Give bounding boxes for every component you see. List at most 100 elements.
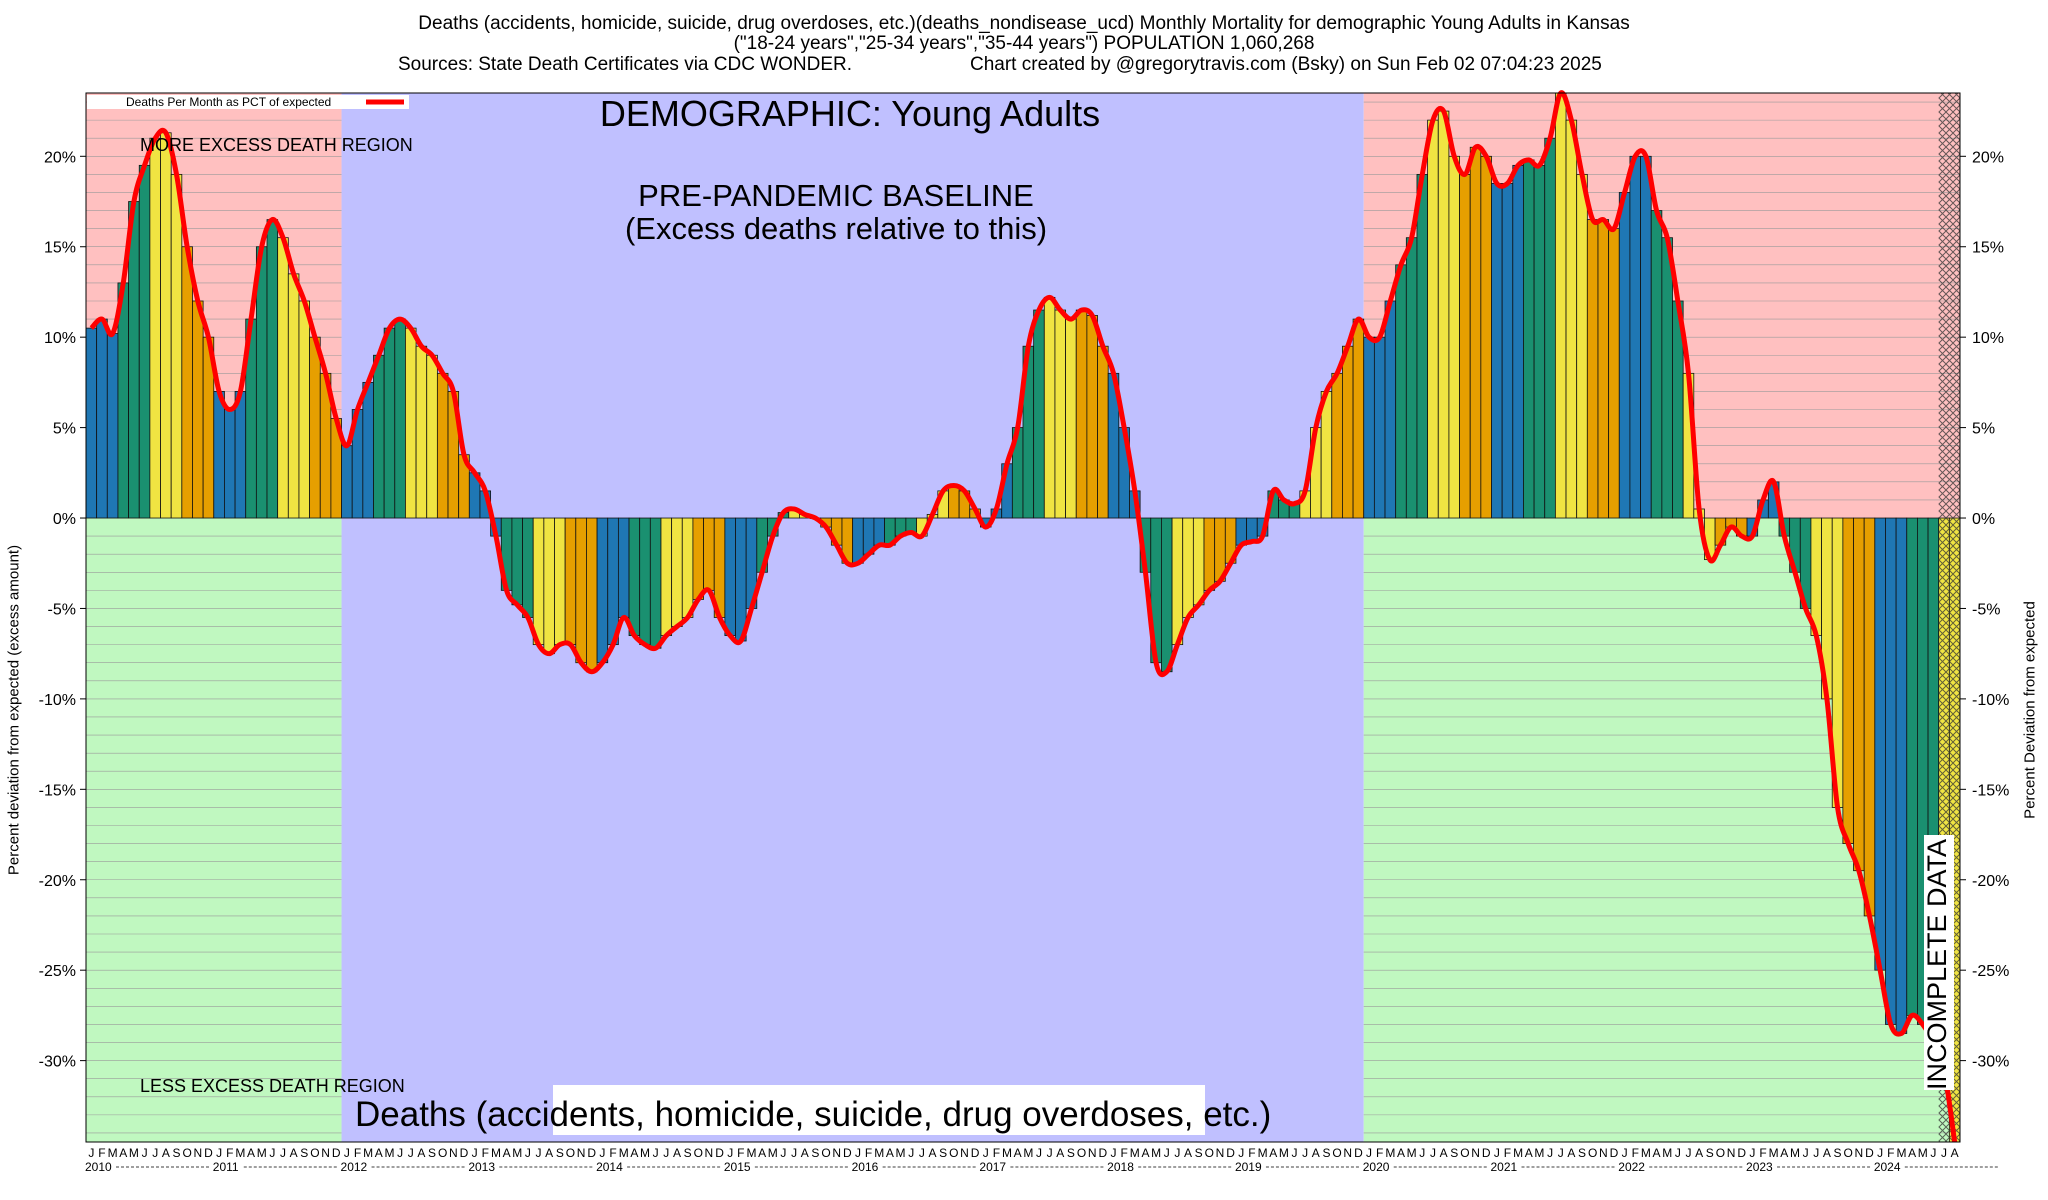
bar-month-168 <box>1874 517 1886 971</box>
x-month-label: O <box>949 1146 958 1160</box>
x-month-label: J <box>280 1146 286 1160</box>
bar-month-56 <box>681 517 694 618</box>
bar-month-146 <box>1640 155 1652 519</box>
x-month-label: J <box>1366 1146 1372 1160</box>
bar-month-135 <box>1523 159 1535 519</box>
bar-month-171 <box>1906 517 1918 1016</box>
y-tick-label-right: 10% <box>1972 330 2004 347</box>
x-month-label: N <box>193 1146 202 1160</box>
chart-title: Deaths (accidents, homicide, suicide, dr… <box>418 13 1630 34</box>
bar-month-52 <box>639 517 651 646</box>
bar-month-72 <box>852 517 864 564</box>
y-tick-label: 0% <box>53 511 76 528</box>
bar-month-134 <box>1512 164 1524 519</box>
x-month-label: M <box>1130 1146 1140 1160</box>
bar-month-46 <box>575 517 587 664</box>
x-month-label: D <box>1610 1146 1619 1160</box>
bar-month-18 <box>277 237 289 519</box>
x-month-label: A <box>1780 1146 1788 1160</box>
x-month-label: J <box>780 1146 786 1160</box>
x-month-label: M <box>257 1146 267 1160</box>
x-month-label: D <box>1482 1146 1491 1160</box>
x-month-label: O <box>1588 1146 1597 1160</box>
x-year-label: 2021 <box>1491 1160 1518 1174</box>
y-tick-label-right: -20% <box>1972 873 2009 890</box>
x-month-label: J <box>472 1146 478 1160</box>
baseline-region <box>341 93 1364 1142</box>
legend-box <box>87 95 409 109</box>
bar-month-140 <box>1576 173 1588 519</box>
x-month-label: A <box>673 1146 681 1160</box>
x-month-label: M <box>1151 1146 1161 1160</box>
y-tick-label: 10% <box>44 330 76 347</box>
x-month-label: S <box>556 1146 564 1160</box>
bar-month-92 <box>1065 318 1077 519</box>
bar-month-136 <box>1533 164 1546 519</box>
y-tick-label-right: -15% <box>1972 782 2009 799</box>
x-month-label: N <box>1471 1146 1480 1160</box>
bar-month-26 <box>362 381 374 519</box>
x-month-label: J <box>791 1146 797 1160</box>
bar-month-117 <box>1331 372 1343 519</box>
x-month-label: M <box>1896 1146 1906 1160</box>
y-tick-label-right: -30% <box>1972 1054 2009 1071</box>
x-month-label: O <box>1077 1146 1086 1160</box>
x-month-label: F <box>1759 1146 1766 1160</box>
y-tick-label: 5% <box>53 421 76 438</box>
bar-month-102 <box>1171 517 1184 646</box>
y-tick-label: -5% <box>48 601 76 618</box>
bar-month-137 <box>1544 137 1556 519</box>
bar-month-30 <box>405 327 417 519</box>
x-month-label: S <box>1195 1146 1203 1160</box>
bar-month-118 <box>1342 345 1354 519</box>
x-month-label: J <box>1292 1146 1298 1160</box>
x-month-label: N <box>1216 1146 1225 1160</box>
x-month-label: J <box>216 1146 222 1160</box>
x-month-label: D <box>843 1146 852 1160</box>
x-month-label: F <box>226 1146 233 1160</box>
x-month-label: M <box>1769 1146 1779 1160</box>
x-month-label: N <box>960 1146 969 1160</box>
x-month-label: M <box>1279 1146 1289 1160</box>
x-month-label: O <box>566 1146 575 1160</box>
x-month-label: J <box>653 1146 659 1160</box>
x-month-label: A <box>1184 1146 1192 1160</box>
bar-month-127 <box>1437 110 1450 519</box>
x-year-label: 2012 <box>341 1160 368 1174</box>
bar-month-120 <box>1363 336 1375 519</box>
y-tick-label: -30% <box>39 1054 76 1071</box>
x-month-label: F <box>1376 1146 1383 1160</box>
x-year-label: 2017 <box>979 1160 1006 1174</box>
y-axis-label-right: Percent Deviation from expected <box>2021 601 2039 819</box>
x-month-label: J <box>152 1146 158 1160</box>
x-month-label: O <box>1844 1146 1853 1160</box>
x-month-label: F <box>1887 1146 1894 1160</box>
x-month-label: J <box>1558 1146 1564 1160</box>
x-month-label: O <box>1205 1146 1214 1160</box>
bar-month-131 <box>1480 155 1492 519</box>
bar-month-51 <box>628 517 641 636</box>
x-year-label: 2011 <box>213 1160 239 1174</box>
annotation-incomplete: INCOMPLETE DATA <box>1922 839 1952 1090</box>
x-month-label: N <box>1343 1146 1352 1160</box>
bar-month-48 <box>596 517 609 664</box>
x-month-label: J <box>1803 1146 1809 1160</box>
x-month-label: J <box>1749 1146 1755 1160</box>
x-month-label: A <box>886 1146 894 1160</box>
bar-month-124 <box>1405 237 1418 519</box>
x-month-label: A <box>1525 1146 1533 1160</box>
bar-month-121 <box>1373 336 1386 519</box>
x-month-label: M <box>1918 1146 1928 1160</box>
x-month-label: O <box>438 1146 447 1160</box>
x-month-label: D <box>1226 1146 1235 1160</box>
x-month-label: D <box>1099 1146 1108 1160</box>
x-month-label: J <box>1164 1146 1170 1160</box>
x-month-label: A <box>162 1146 170 1160</box>
x-year-label: 2010 <box>85 1160 112 1174</box>
y-tick-label: 15% <box>44 240 76 257</box>
y-tick-label: -20% <box>39 873 76 890</box>
x-month-label: F <box>354 1146 361 1160</box>
bar-month-58 <box>703 517 715 591</box>
x-month-label: A <box>758 1146 766 1160</box>
